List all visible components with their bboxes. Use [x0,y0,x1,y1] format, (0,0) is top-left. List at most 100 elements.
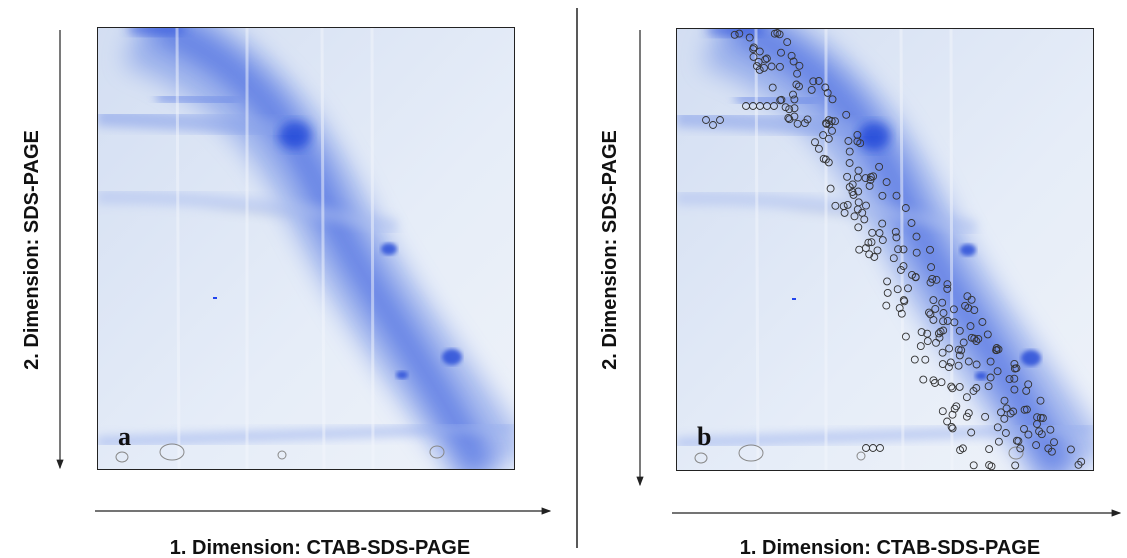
spot-marker [854,198,863,207]
spot-marker [939,309,948,317]
panel-letter: b [697,422,711,451]
x-axis-label: 1. Dimension: CTAB-SDS-PAGE [170,537,470,558]
spot-marker [962,393,971,402]
spot-marker [945,344,954,353]
spot-marker [929,296,938,305]
spot-marker [938,298,947,307]
spot-marker [955,351,964,360]
spot-marker [760,63,768,72]
panel-letter: a [118,422,131,451]
spot-marker [858,208,867,217]
spot-marker [950,404,959,413]
spot-marker [904,284,912,293]
spot-marker [828,95,837,104]
spot-marker [947,422,956,431]
spot-marker [767,62,776,71]
spot-marker [824,134,833,143]
spot-marker [844,137,853,145]
spot-marker [955,326,964,335]
spot-marker [789,57,798,66]
spot-marker [889,254,898,263]
spot-marker [926,310,935,319]
spot-marker [961,301,970,310]
spot-marker [792,80,801,89]
spot-marker [896,266,905,274]
spot-marker [789,90,797,99]
spot-marker [878,191,887,200]
spot-marker [1005,375,1014,384]
spot-marker [775,30,784,39]
spot-marker [908,270,916,279]
spot-marker [790,104,799,113]
spot-marker [932,338,940,347]
spot-marker [948,424,957,433]
spot-marker [875,162,884,171]
spot-marker [776,96,785,105]
spot-marker [843,172,852,181]
spot-marker [807,85,816,94]
spot-marker [755,65,764,74]
spot-marker [972,384,981,392]
spot-marker [1006,409,1015,418]
spot-marker [848,188,857,196]
spot-marker [912,248,921,257]
spot-marker [994,345,1003,354]
spot-marker [923,329,932,338]
spot-marker [993,423,1002,432]
y-axis-label: 2. Dimension: SDS-PAGE [21,130,43,370]
spot-marker [894,245,903,254]
spot-marker [974,334,983,343]
spot-marker [866,173,875,182]
spot-marker [785,115,794,124]
spot-marker [964,409,973,418]
spot-marker [1066,445,1075,454]
spot-marker [809,77,818,86]
spot-marker [853,130,862,139]
spot-marker [992,344,1001,352]
spot-marker [972,337,981,346]
spot-marker [986,373,995,382]
spot-marker [861,174,870,183]
spot-marker [1010,359,1019,368]
spot-marker [943,417,952,426]
spot-marker [938,407,947,416]
spot-marker [873,246,882,255]
spot-marker [1010,385,1019,394]
spot-marker [883,277,892,286]
spot-marker [1033,420,1041,428]
spot-marker [1022,405,1031,414]
spot-marker [814,77,823,85]
gel-image [676,24,1094,471]
spot-marker [1012,364,1021,373]
spot-marker [754,57,763,66]
spot-marker [845,183,854,192]
spot-marker [936,327,945,336]
spot-marker [967,428,976,437]
spot-marker [854,187,863,196]
spot-marker [856,139,865,148]
spot-marker [883,288,892,297]
spot-marker [1024,430,1033,439]
spot-marker [954,345,963,354]
spot-marker [793,69,802,78]
spot-marker [882,301,891,310]
spot-marker [878,219,887,228]
spot-marker [762,54,771,63]
spot-marker [1050,438,1058,447]
spot-marker [882,178,891,187]
spot-marker [994,437,1003,446]
spot-marker [934,329,943,338]
spot-marker [899,245,908,254]
spot-marker [966,322,975,331]
spot-marker [842,110,851,119]
spot-marker [939,317,948,326]
spot-marker [948,384,957,393]
spot-marker [985,445,994,454]
spot-marker [854,166,863,175]
spot-marker [745,33,754,42]
spot-marker [1044,444,1053,453]
spot-marker [777,48,785,57]
spot-marker [1038,414,1047,423]
spot-marker [875,229,884,237]
